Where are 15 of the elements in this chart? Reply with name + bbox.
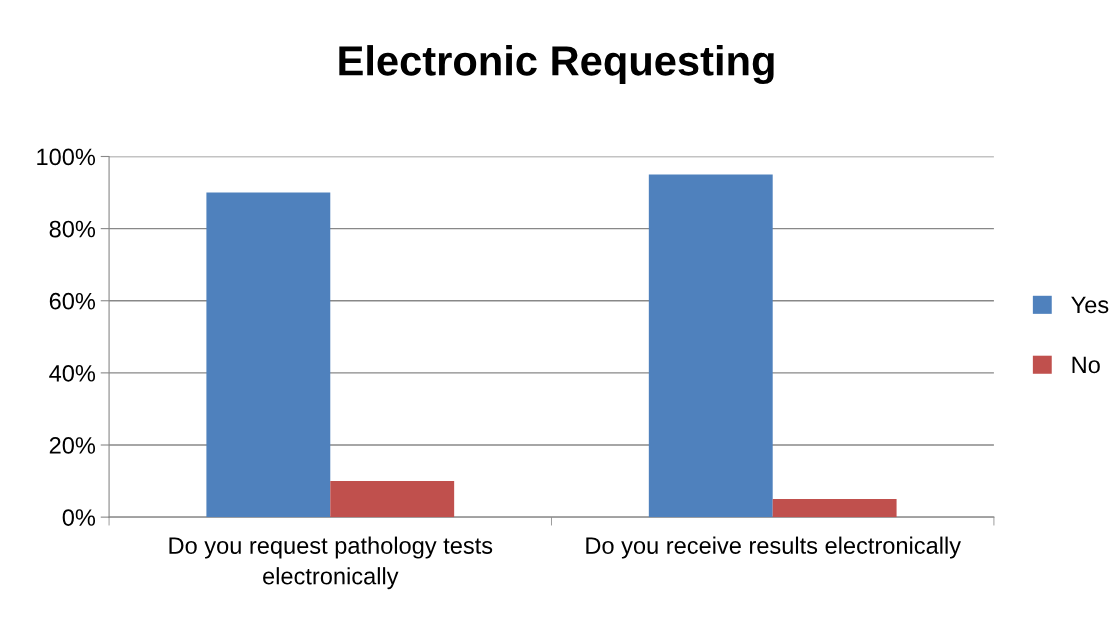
- y-tick-label: 20%: [49, 437, 96, 454]
- x-tick-label: Do you receive results electronically: [586, 536, 961, 559]
- y-tick-label: 100%: [37, 148, 96, 166]
- y-tick-label: 60%: [49, 292, 96, 310]
- legend-label: Yes: [1071, 296, 1109, 314]
- y-tick-label: 40%: [49, 364, 96, 382]
- bar: [648, 174, 773, 518]
- bar: [772, 499, 897, 518]
- chart-title: Electronic Requesting: [339, 45, 774, 85]
- y-tick-label: 80%: [49, 220, 96, 238]
- y-tick-label: 0%: [62, 509, 96, 526]
- bar: [330, 481, 455, 518]
- bar: [206, 192, 331, 518]
- legend-label: No: [1072, 356, 1100, 374]
- x-tick-label: Do you request pathology tests electronically: [169, 536, 493, 590]
